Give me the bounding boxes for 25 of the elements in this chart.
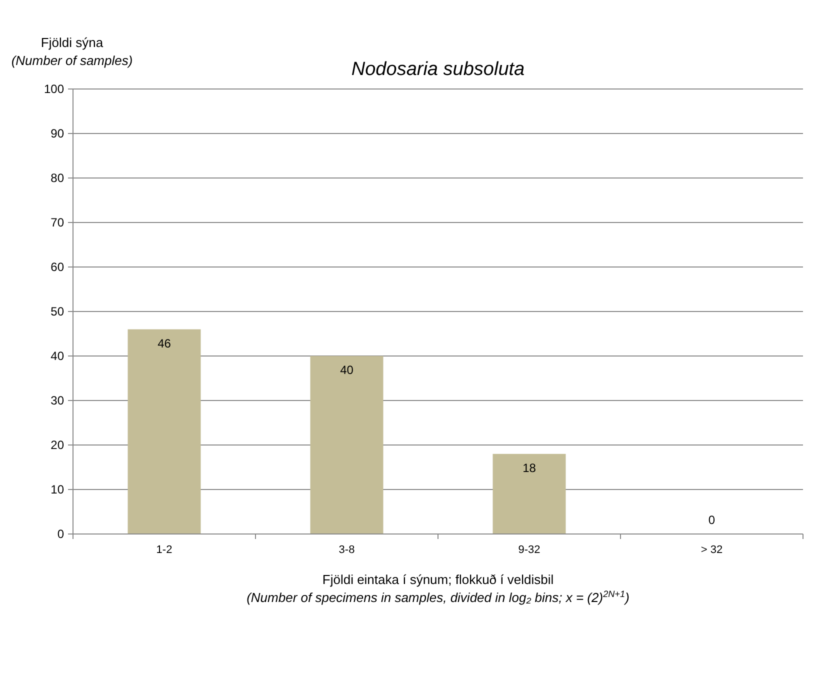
y-tick-label: 50 xyxy=(50,304,64,319)
y-tick-label: 40 xyxy=(50,349,64,364)
bar xyxy=(310,356,384,534)
x-tick-label: 1-2 xyxy=(156,544,172,556)
data-label: 18 xyxy=(522,460,536,475)
bar xyxy=(128,329,201,534)
y-tick-label: 20 xyxy=(50,438,64,452)
data-label: 46 xyxy=(158,336,172,350)
y-tick-label: 10 xyxy=(50,482,64,497)
x-tick-label: 9-32 xyxy=(518,544,540,556)
y-tick-label: 90 xyxy=(50,126,64,141)
x-tick-label: > 32 xyxy=(700,544,723,556)
y-tick-label: 70 xyxy=(50,216,64,230)
x-axis-title: Fjöldi eintaka í sýnum; flokkuð í veldisbil (Number of specimens in samples, divided in log₂ bins; x = (2)$^{2N+1}$) xyxy=(246,572,630,605)
y-tick-label: 60 xyxy=(50,260,64,274)
bar xyxy=(492,454,566,534)
y-axis-title: Fjöldi sýna (Number of samples) xyxy=(11,35,133,68)
y-tick-label: 0 xyxy=(57,527,64,542)
chart-title: Nodosaria subsoluta xyxy=(351,59,525,80)
x-tick-label: 3-8 xyxy=(338,544,355,556)
y-tick-label: 80 xyxy=(50,171,64,186)
data-label: 40 xyxy=(340,363,354,377)
data-label: 0 xyxy=(708,513,716,527)
y-tick-label: 30 xyxy=(50,394,64,408)
y-tick-label: 100 xyxy=(44,82,64,96)
